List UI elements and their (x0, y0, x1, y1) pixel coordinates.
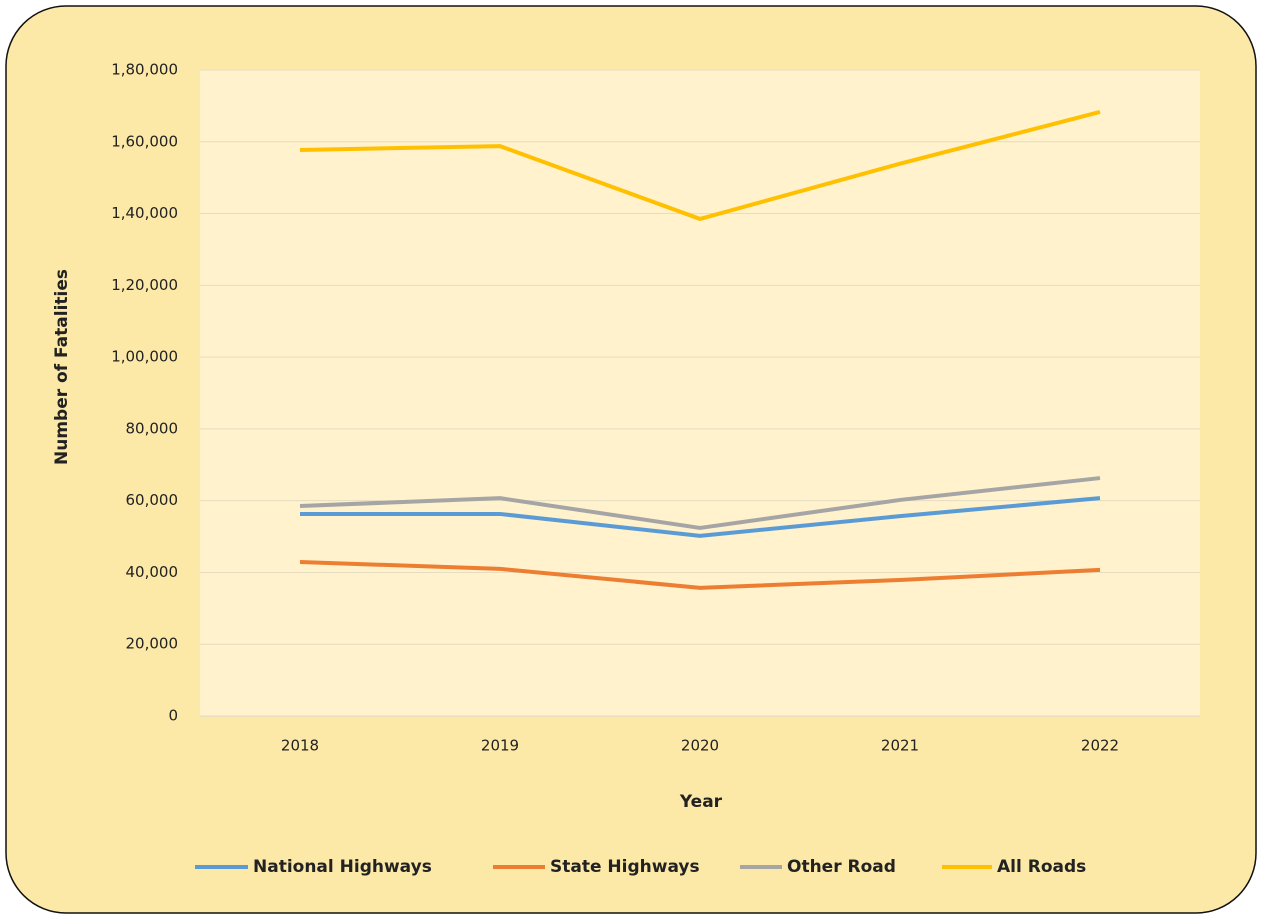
y-tick-label: 80,000 (126, 419, 179, 437)
series-line (300, 496, 1101, 538)
legend-label: National Highways (253, 857, 432, 877)
legend-label: All Roads (997, 857, 1086, 877)
y-tick-label: 60,000 (126, 491, 179, 509)
y-tick-label: 1,60,000 (111, 132, 178, 150)
series-line (299, 110, 1101, 221)
y-axis-label: Number of Fatalities (52, 269, 72, 465)
legend-label: State Highways (550, 857, 700, 877)
series-line (299, 476, 1101, 530)
y-tick-label: 1,80,000 (111, 61, 178, 79)
series-line (299, 560, 1101, 590)
x-tick-label: 2018 (281, 737, 319, 755)
x-tick-label: 2019 (481, 737, 519, 755)
y-tick-label: 20,000 (126, 635, 179, 653)
legend-label: Other Road (787, 857, 896, 877)
y-tick-label: 1,40,000 (111, 204, 178, 222)
y-tick-label: 1,00,000 (111, 348, 178, 366)
x-axis-label: Year (679, 792, 723, 812)
plot-area (200, 70, 1200, 716)
y-tick-label: 1,20,000 (111, 276, 178, 294)
x-tick-label: 2021 (881, 737, 919, 755)
x-tick-label: 2022 (1081, 737, 1119, 755)
y-tick-label: 40,000 (126, 563, 179, 581)
x-tick-label: 2020 (681, 737, 719, 755)
y-tick-label: 0 (168, 707, 178, 725)
